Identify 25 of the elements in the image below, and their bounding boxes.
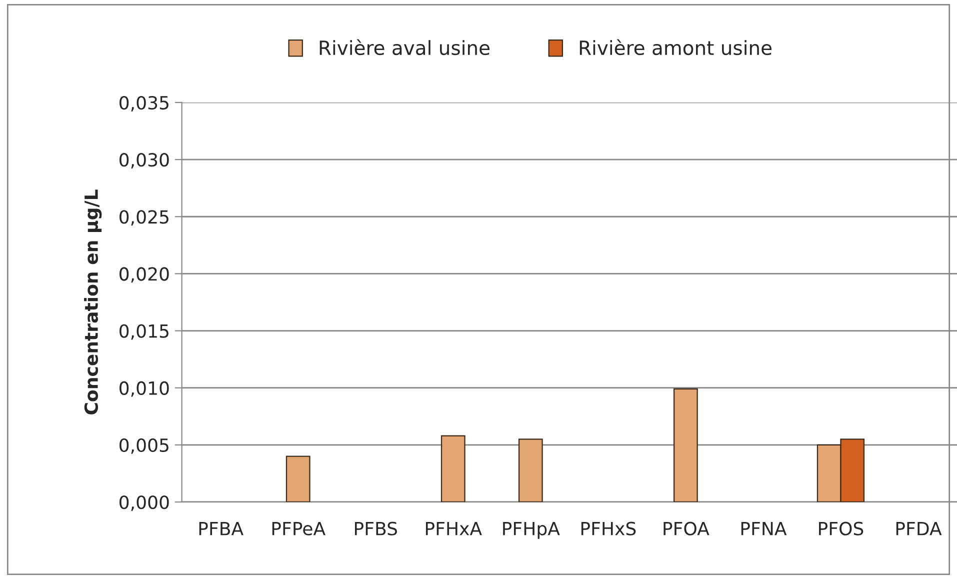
bar: [440, 435, 466, 502]
x-tick-label: PFHxA: [426, 522, 482, 536]
x-tick-label: PFNA: [741, 522, 787, 536]
legend-label: Rivière aval usine: [320, 39, 490, 56]
x-tick-label: PFBA: [199, 522, 244, 536]
x-tick-label: PFPeA: [272, 522, 326, 536]
x-tick-label: PFHpA: [503, 522, 560, 539]
x-tick-label: PFDA: [896, 522, 942, 536]
y-tick-label: 0,025: [120, 210, 168, 226]
x-tick-label: PFOA: [664, 522, 710, 536]
x-tick-label: PFHxS: [581, 522, 636, 536]
y-tick-label: 0,035: [120, 96, 168, 112]
y-tick-label: 0,000: [120, 495, 169, 511]
y-axis-title: Concentration en µg/L: [84, 190, 102, 414]
y-tick-label: 0,015: [120, 324, 168, 340]
y-tick-label: 0,010: [120, 381, 169, 397]
legend-label: Rivière amont usine: [580, 39, 772, 56]
y-tick-label: 0,030: [120, 153, 169, 169]
y-tick-label: 0,005: [120, 438, 168, 454]
bar: [518, 438, 543, 502]
bar: [674, 388, 698, 502]
bar: [286, 456, 310, 502]
y-tick-label: 0,020: [120, 267, 169, 283]
x-tick-label: PFBS: [354, 522, 398, 536]
x-tick-label: PFOS: [819, 522, 864, 536]
